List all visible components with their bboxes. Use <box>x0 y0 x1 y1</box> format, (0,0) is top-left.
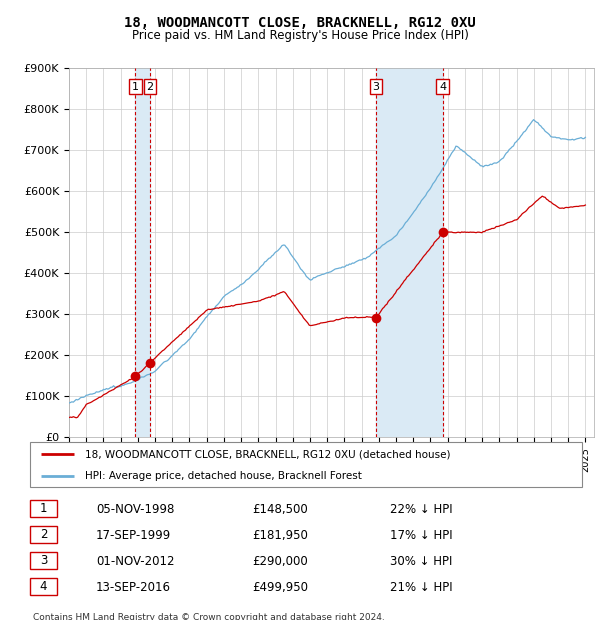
Text: 13-SEP-2016: 13-SEP-2016 <box>96 581 171 593</box>
Bar <box>376 68 443 437</box>
Text: 4: 4 <box>40 580 47 593</box>
FancyBboxPatch shape <box>30 500 57 517</box>
Text: 4: 4 <box>439 82 446 92</box>
FancyBboxPatch shape <box>30 442 582 487</box>
Text: 1: 1 <box>132 82 139 92</box>
Text: 3: 3 <box>40 554 47 567</box>
Text: HPI: Average price, detached house, Bracknell Forest: HPI: Average price, detached house, Brac… <box>85 471 362 480</box>
Text: Price paid vs. HM Land Registry's House Price Index (HPI): Price paid vs. HM Land Registry's House … <box>131 29 469 42</box>
Text: 22% ↓ HPI: 22% ↓ HPI <box>390 503 452 515</box>
Text: 30% ↓ HPI: 30% ↓ HPI <box>390 555 452 567</box>
Text: 2: 2 <box>40 528 47 541</box>
Text: 3: 3 <box>373 82 379 92</box>
Text: 01-NOV-2012: 01-NOV-2012 <box>96 555 175 567</box>
Text: £181,950: £181,950 <box>252 529 308 541</box>
Text: 1: 1 <box>40 502 47 515</box>
Text: 2: 2 <box>146 82 154 92</box>
FancyBboxPatch shape <box>30 526 57 543</box>
Text: Contains HM Land Registry data © Crown copyright and database right 2024.
This d: Contains HM Land Registry data © Crown c… <box>33 613 385 620</box>
Text: 21% ↓ HPI: 21% ↓ HPI <box>390 581 452 593</box>
Text: 17% ↓ HPI: 17% ↓ HPI <box>390 529 452 541</box>
Text: 05-NOV-1998: 05-NOV-1998 <box>96 503 175 515</box>
FancyBboxPatch shape <box>30 552 57 569</box>
Text: £290,000: £290,000 <box>252 555 308 567</box>
Text: 17-SEP-1999: 17-SEP-1999 <box>96 529 171 541</box>
FancyBboxPatch shape <box>30 578 57 595</box>
Text: 18, WOODMANCOTT CLOSE, BRACKNELL, RG12 0XU (detached house): 18, WOODMANCOTT CLOSE, BRACKNELL, RG12 0… <box>85 449 451 459</box>
Text: 18, WOODMANCOTT CLOSE, BRACKNELL, RG12 0XU: 18, WOODMANCOTT CLOSE, BRACKNELL, RG12 0… <box>124 16 476 30</box>
Bar <box>135 68 150 437</box>
Text: £148,500: £148,500 <box>252 503 308 515</box>
Text: £499,950: £499,950 <box>252 581 308 593</box>
